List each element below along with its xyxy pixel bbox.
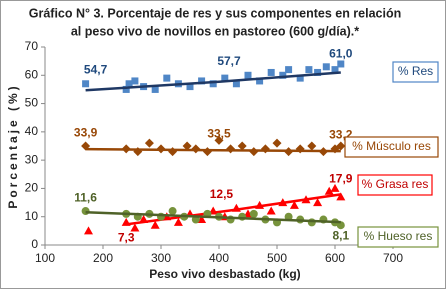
y-tick-label: 10 — [25, 209, 39, 223]
point — [125, 80, 133, 88]
point — [267, 68, 275, 76]
point — [249, 209, 258, 218]
point — [337, 60, 345, 68]
point — [130, 223, 140, 232]
chart-title: Gráfico N° 3. Porcentaje de res y sus co… — [29, 6, 402, 20]
point — [307, 218, 316, 227]
point — [168, 207, 177, 216]
chart-title: al peso vivo de novillos en pastoreo (60… — [71, 24, 359, 38]
point — [279, 71, 287, 79]
point — [82, 80, 90, 88]
legend-box — [392, 61, 439, 83]
data-label: 17,9 — [329, 172, 353, 186]
trend-line — [85, 210, 341, 224]
point — [122, 85, 130, 93]
point — [324, 186, 334, 195]
data-label: 33,5 — [207, 126, 231, 140]
point — [84, 226, 93, 235]
x-axis-label: Peso vivo desbastado (kg) — [149, 267, 300, 281]
point — [336, 192, 346, 201]
point — [336, 141, 346, 151]
data-label: 8,1 — [332, 228, 349, 242]
y-tick-label: 70 — [25, 39, 39, 53]
trend-line — [85, 71, 341, 92]
point — [313, 198, 323, 207]
point — [272, 138, 282, 148]
point — [305, 66, 313, 74]
y-tick-label: 40 — [25, 124, 39, 138]
point — [314, 68, 322, 76]
point — [244, 71, 252, 79]
x-tick-label: 300 — [151, 251, 171, 265]
y-tick-label: 0 — [31, 237, 38, 251]
trend-line — [85, 147, 341, 153]
x-tick-label: 400 — [209, 251, 229, 265]
data-label: 61,0 — [329, 47, 353, 61]
point — [322, 63, 330, 71]
point — [221, 74, 229, 82]
point — [150, 220, 160, 229]
point — [131, 77, 139, 85]
point — [266, 206, 276, 215]
y-axis-label: Porcentaje (%) — [6, 83, 20, 208]
point — [307, 141, 317, 151]
data-label: 54,7 — [84, 62, 108, 76]
point — [144, 138, 154, 148]
point — [186, 83, 194, 91]
legend-label: % Grasa res — [362, 177, 429, 191]
point — [285, 66, 293, 74]
point — [151, 85, 159, 93]
point — [173, 217, 183, 226]
legend-box — [344, 136, 439, 158]
point — [198, 77, 206, 85]
point — [232, 80, 240, 88]
point — [284, 212, 293, 221]
point — [237, 141, 247, 151]
x-tick-label: 200 — [93, 251, 113, 265]
point — [256, 77, 264, 85]
y-tick-label: 20 — [25, 181, 39, 195]
data-label: 12,5 — [210, 187, 234, 201]
point — [163, 74, 171, 82]
point — [182, 141, 192, 151]
point — [289, 200, 299, 209]
data-label: 7,3 — [118, 231, 135, 245]
point — [296, 74, 304, 82]
x-tick-label: 600 — [325, 251, 345, 265]
point — [214, 135, 224, 145]
data-label: 11,6 — [74, 190, 97, 204]
point — [331, 66, 339, 74]
x-tick-label: 100 — [35, 251, 55, 265]
point — [209, 80, 217, 88]
x-tick-label: 500 — [267, 251, 287, 265]
y-tick-label: 60 — [25, 67, 39, 81]
y-tick-label: 50 — [25, 96, 39, 110]
x-tick-label: 700 — [383, 251, 403, 265]
legend-label: % Res — [398, 64, 433, 78]
data-label: 57,7 — [217, 54, 241, 68]
legend-box — [357, 226, 439, 248]
y-tick-label: 30 — [25, 152, 39, 166]
point — [330, 183, 340, 192]
legend-label: % Hueso res — [364, 229, 433, 243]
legend-label: % Músculo res — [352, 139, 431, 153]
data-label: 33,9 — [74, 125, 98, 139]
legend-box — [357, 174, 433, 196]
